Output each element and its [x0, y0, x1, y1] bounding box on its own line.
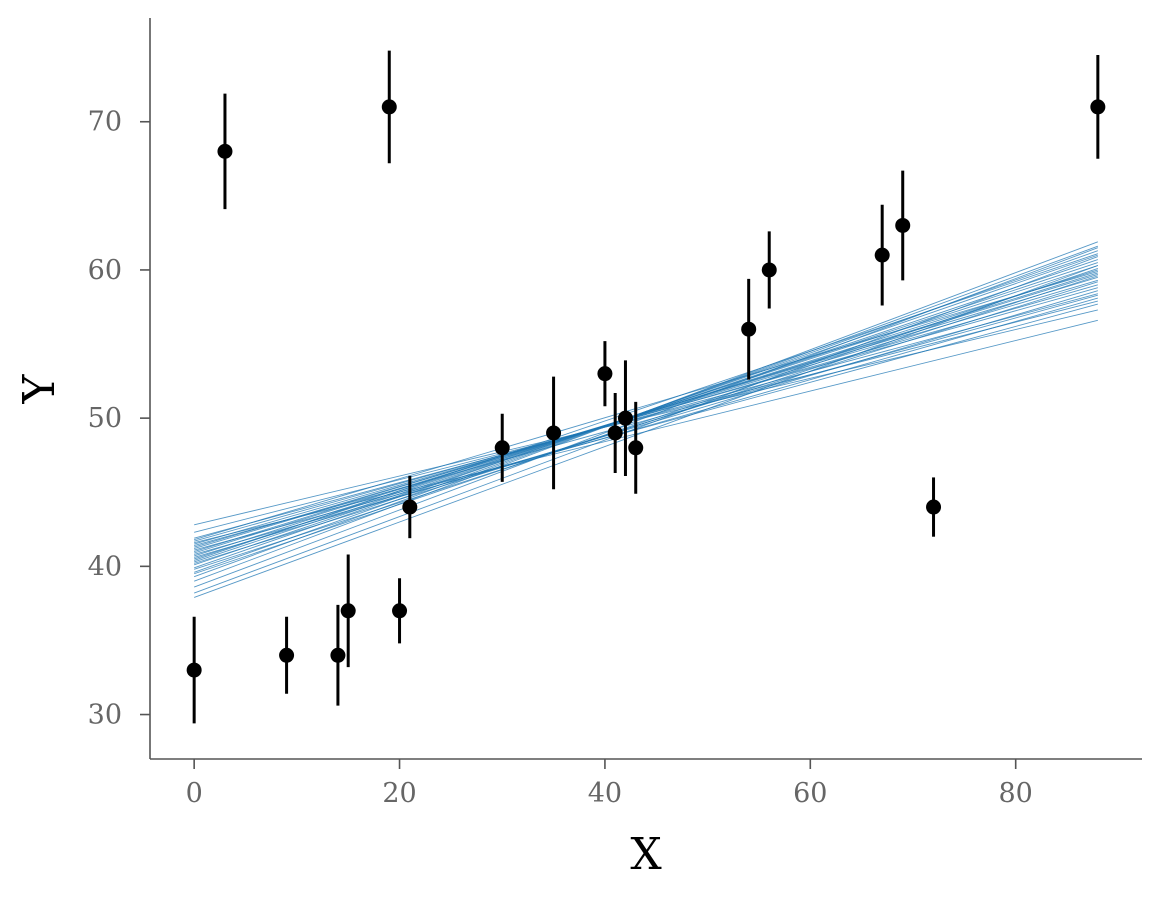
data-point	[628, 440, 644, 456]
y-tick-label: 30	[88, 700, 122, 731]
x-tick-label: 40	[588, 778, 622, 809]
x-ticks: 0 20 40 60 80	[186, 759, 1033, 809]
fit-line	[194, 294, 1098, 547]
fit-line	[194, 269, 1098, 557]
fit-line	[194, 275, 1098, 570]
x-tick-label: 60	[793, 778, 827, 809]
data-point	[874, 247, 890, 263]
data-points	[186, 50, 1106, 724]
fit-line	[194, 293, 1098, 539]
data-point	[279, 647, 295, 663]
fit-line	[194, 319, 1098, 544]
x-tick-label: 80	[999, 778, 1033, 809]
fit-line	[194, 290, 1098, 558]
data-point	[392, 603, 408, 619]
x-tick-label: 0	[186, 778, 203, 809]
data-point	[186, 662, 202, 678]
plot-area	[186, 50, 1106, 724]
y-ticks: 30 40 50 60 70	[88, 107, 150, 731]
data-point	[895, 217, 911, 233]
data-point	[617, 410, 633, 426]
y-tick-label: 60	[88, 255, 122, 286]
data-point	[761, 262, 777, 278]
y-tick-label: 40	[88, 551, 122, 582]
data-point	[330, 647, 346, 663]
data-point	[217, 143, 233, 159]
data-point	[926, 499, 942, 515]
data-point	[1090, 99, 1106, 115]
data-point	[340, 603, 356, 619]
data-point	[607, 425, 623, 441]
fit-line	[194, 259, 1098, 566]
fit-line	[193, 247, 1099, 588]
y-axis-label: Y	[14, 374, 65, 405]
fit-line	[194, 303, 1098, 551]
fit-line	[194, 268, 1098, 575]
fit-line	[194, 256, 1098, 594]
y-tick-label: 70	[88, 107, 122, 138]
data-point	[597, 366, 613, 382]
fit-line	[194, 297, 1098, 555]
data-point	[402, 499, 418, 515]
fit-line	[193, 241, 1099, 582]
fit-line	[194, 284, 1098, 545]
fit-line	[194, 253, 1098, 561]
data-point	[381, 99, 397, 115]
data-point	[546, 425, 562, 441]
y-tick-label: 50	[88, 403, 122, 434]
fit-lines	[193, 241, 1099, 598]
fit-line	[194, 270, 1098, 541]
fit-line	[194, 300, 1098, 533]
data-point	[494, 440, 510, 456]
x-axis-label: X	[630, 829, 662, 880]
x-tick-label: 20	[382, 778, 416, 809]
data-point	[741, 321, 757, 337]
